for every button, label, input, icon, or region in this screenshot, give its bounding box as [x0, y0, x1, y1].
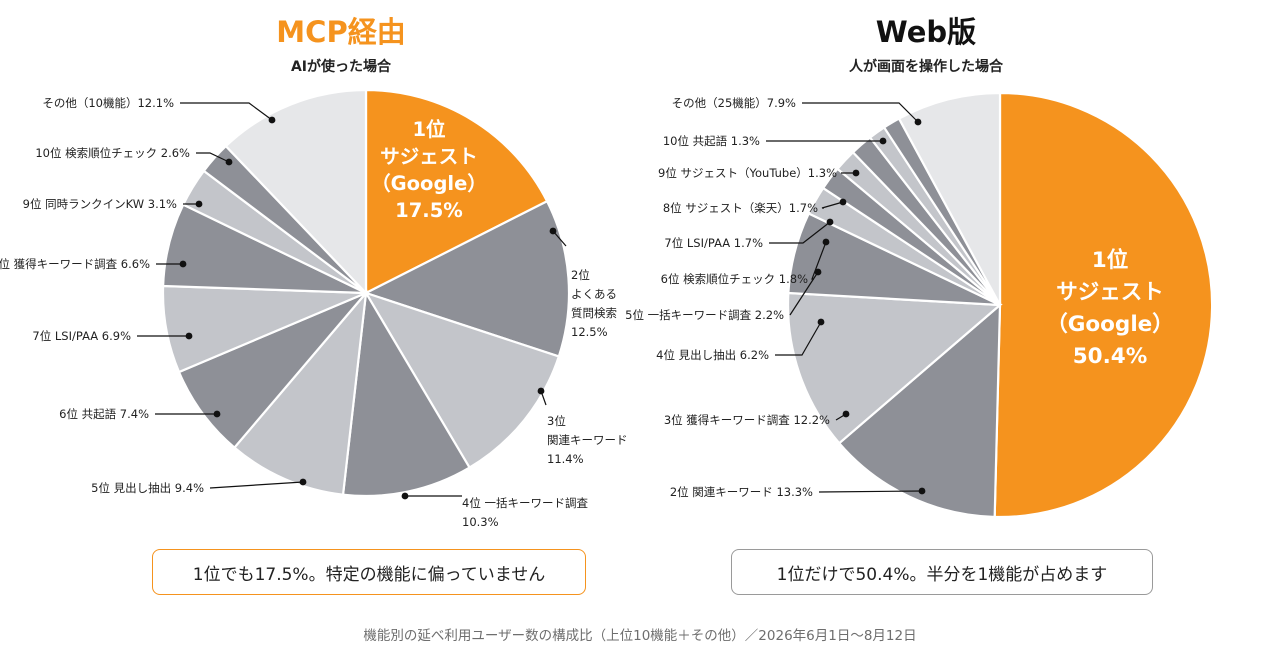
pie-slice	[993, 91, 1214, 519]
pie-slices	[786, 91, 1214, 519]
pie-slice	[837, 302, 1002, 519]
pie-slice	[341, 289, 472, 498]
slice-label: その他（10機能）12.1%	[42, 96, 174, 110]
chart-title: Web版	[876, 15, 976, 49]
pie-slice	[363, 291, 561, 470]
slice-label: 質問検索	[571, 306, 617, 320]
slice-label: 8位 サジェスト（楽天）1.7%	[663, 201, 818, 215]
slice-label: 10.3%	[462, 515, 499, 529]
leader-line	[540, 390, 547, 406]
slice-label: サジェスト	[380, 145, 478, 168]
slice-label: 関連キーワード	[547, 433, 628, 447]
web-summary-text: 1位だけで50.4%。半分を1機能が占めます	[776, 564, 1108, 585]
footer-caption: 機能別の延べ利用ユーザー数の構成比（上位10機能＋その他）／2026年6月1日〜…	[363, 628, 917, 644]
chart-subtitle: AIが使った場合	[291, 58, 392, 75]
leader-line	[552, 230, 567, 247]
slice-label: 5位 一括キーワード調査 2.2%	[625, 308, 784, 322]
slice-label: 9位 サジェスト（YouTube）1.3%	[658, 166, 837, 180]
slice-label: 6位 共起語 7.4%	[59, 407, 149, 421]
slice-label: 3位 獲得キーワード調査 12.2%	[664, 413, 830, 427]
leader-line	[775, 321, 822, 356]
pie-slice	[232, 289, 368, 496]
web-summary-callout: 1位だけで50.4%。半分を1機能が占めます	[731, 549, 1153, 595]
leader-line	[180, 102, 273, 121]
leader-line	[818, 490, 923, 493]
leader-line	[802, 102, 919, 123]
pie-slice	[224, 88, 368, 296]
slice-label: 1位	[1092, 247, 1128, 273]
slice-label: 17.5%	[395, 199, 463, 222]
leader-line	[209, 481, 304, 489]
mcp-summary-callout: 1位でも17.5%。特定の機能に偏っていません	[152, 549, 586, 595]
mcp-summary-text: 1位でも17.5%。特定の機能に偏っていません	[192, 564, 546, 585]
chart-subtitle: 人が画面を操作した場合	[849, 58, 1004, 75]
pie-slice	[364, 88, 549, 295]
leader-line	[835, 413, 847, 421]
slice-label: 11.4%	[547, 452, 584, 466]
slice-label: （Google）	[371, 172, 487, 195]
slice-label: 12.5%	[571, 325, 608, 339]
leader-line	[769, 221, 831, 244]
slice-label: （Google）	[1046, 312, 1174, 337]
pie-slices	[161, 88, 571, 498]
slice-label: 1位	[412, 118, 445, 141]
pie-slice	[363, 199, 571, 358]
slice-label: 3位	[547, 414, 566, 428]
slice-label: 10位 共起語 1.3%	[663, 134, 760, 148]
leader-line	[196, 152, 230, 163]
slice-label: 9位 同時ランクインKW 3.1%	[23, 197, 177, 211]
slice-label: 50.4%	[1073, 344, 1148, 369]
slice-label: その他（25機能）7.9%	[672, 96, 796, 110]
slice-label: 10位 検索順位チェック 2.6%	[35, 146, 190, 160]
slice-label: 4位 一括キーワード調査	[462, 496, 588, 510]
slice-label: 5位 見出し抽出 9.4%	[91, 481, 204, 495]
leader-line	[811, 241, 827, 280]
slice-label: サジェスト	[1056, 280, 1164, 305]
slice-label: 4位 見出し抽出 6.2%	[656, 348, 769, 362]
pie-slice	[786, 291, 1003, 445]
slice-label: 6位 検索順位チェック 1.8%	[661, 272, 808, 286]
slice-label: 8位 獲得キーワード調査 6.6%	[0, 257, 150, 271]
slice-label: 7位 LSI/PAA 1.7%	[664, 236, 763, 250]
slice-label: 2位 関連キーワード 13.3%	[670, 485, 813, 499]
slice-label: よくある	[571, 287, 617, 301]
pie-slice	[897, 91, 1002, 306]
chart-title: MCP経由	[276, 15, 405, 49]
slice-label: 2位	[571, 268, 590, 282]
slice-label: 7位 LSI/PAA 6.9%	[32, 329, 131, 343]
leader-line	[821, 201, 844, 209]
